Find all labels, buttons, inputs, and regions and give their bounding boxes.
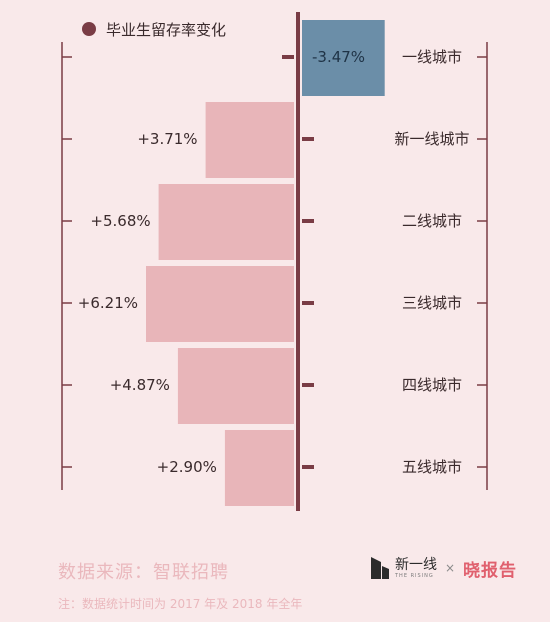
legend-dot-icon [82, 22, 96, 36]
bar-2 [205, 102, 294, 178]
brand-tagline: THE RISING [395, 572, 434, 579]
bar-5 [177, 348, 294, 424]
legend-label: 毕业生留存率变化 [106, 20, 227, 39]
data-label-4: +6.21% [78, 294, 138, 312]
brand-separator: × [445, 561, 456, 575]
footnote: 注：数据统计时间为 2017 年及 2018 年全年 [58, 597, 303, 611]
data-label-3: +5.68% [90, 212, 150, 230]
brand-name: 新一线 [395, 556, 437, 573]
bar-3 [158, 184, 294, 260]
category-label-3: 二线城市 [402, 212, 462, 230]
building-logo-icon [371, 557, 389, 579]
legend: 毕业生留存率变化 [82, 18, 226, 40]
category-label-5: 四线城市 [402, 376, 462, 394]
category-label-1: 一线城市 [402, 48, 462, 66]
data-label-1: -3.47% [312, 48, 365, 66]
category-label-4: 三线城市 [402, 294, 462, 312]
brand-report: 晓报告 [463, 560, 518, 581]
data-label-6: +2.90% [157, 458, 217, 476]
bar-1 [302, 20, 385, 96]
category-label-2: 新一线城市 [394, 130, 469, 148]
data-label-2: +3.71% [137, 130, 197, 148]
category-label-6: 五线城市 [402, 458, 462, 476]
data-label-5: +4.87% [110, 376, 170, 394]
bar-4 [146, 266, 294, 342]
bar-6 [224, 430, 294, 506]
brand-block: 新一线 THE RISING × 晓报告 [371, 551, 517, 585]
data-source: 数据来源：智联招聘 [58, 562, 229, 583]
